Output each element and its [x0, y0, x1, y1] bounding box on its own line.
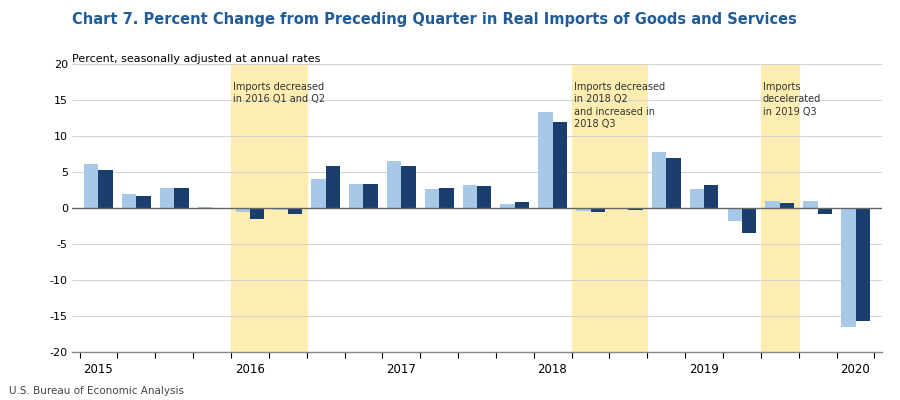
Bar	[572, 64, 647, 352]
Bar	[742, 208, 756, 233]
Bar	[666, 158, 680, 208]
Bar	[614, 208, 628, 209]
Bar	[765, 201, 779, 208]
Bar	[250, 208, 265, 219]
Bar	[236, 208, 250, 212]
Bar	[760, 64, 798, 352]
Text: Imports
decelerated
in 2019 Q3: Imports decelerated in 2019 Q3	[763, 82, 821, 117]
Bar	[628, 208, 643, 210]
Bar	[136, 196, 150, 208]
Bar	[463, 185, 477, 208]
Bar	[425, 188, 439, 208]
Text: 2017: 2017	[386, 363, 416, 376]
Bar	[439, 188, 454, 208]
Bar	[553, 122, 567, 208]
Bar	[175, 188, 189, 208]
Text: 2018: 2018	[537, 363, 567, 376]
Bar	[500, 204, 515, 208]
Text: Imports decreased
in 2018 Q2
and increased in
2018 Q3: Imports decreased in 2018 Q2 and increas…	[573, 82, 664, 129]
Bar	[198, 206, 212, 208]
Bar	[160, 188, 175, 208]
Bar	[477, 186, 491, 208]
Bar	[288, 208, 302, 214]
Text: U.S. Bureau of Economic Analysis: U.S. Bureau of Economic Analysis	[9, 386, 184, 396]
Bar	[212, 208, 227, 210]
Text: Imports decreased
in 2016 Q1 and Q2: Imports decreased in 2016 Q1 and Q2	[233, 82, 325, 104]
Bar	[652, 152, 666, 208]
Bar	[727, 208, 742, 221]
Bar	[704, 185, 718, 208]
Text: 2019: 2019	[689, 363, 719, 376]
Bar	[401, 166, 416, 208]
Bar	[98, 170, 112, 208]
Bar	[689, 188, 704, 208]
Bar	[274, 208, 288, 210]
Text: 2015: 2015	[84, 363, 113, 376]
Bar	[818, 208, 832, 214]
Text: 2016: 2016	[235, 363, 265, 376]
Bar	[326, 166, 340, 208]
Bar	[387, 161, 401, 208]
Text: Percent, seasonally adjusted at annual rates: Percent, seasonally adjusted at annual r…	[72, 54, 320, 64]
Bar	[856, 208, 870, 321]
Bar	[538, 112, 553, 208]
Bar	[364, 184, 378, 208]
Bar	[515, 202, 529, 208]
Bar	[842, 208, 856, 327]
Bar	[576, 208, 590, 211]
Text: Chart 7. Percent Change from Preceding Quarter in Real Imports of Goods and Serv: Chart 7. Percent Change from Preceding Q…	[72, 12, 796, 27]
Bar	[122, 194, 136, 208]
Bar	[311, 179, 326, 208]
Bar	[349, 184, 364, 208]
Text: 2020: 2020	[841, 363, 870, 376]
Bar	[84, 164, 98, 208]
Bar	[231, 64, 307, 352]
Bar	[590, 208, 605, 212]
Bar	[804, 201, 818, 208]
Bar	[779, 203, 794, 208]
